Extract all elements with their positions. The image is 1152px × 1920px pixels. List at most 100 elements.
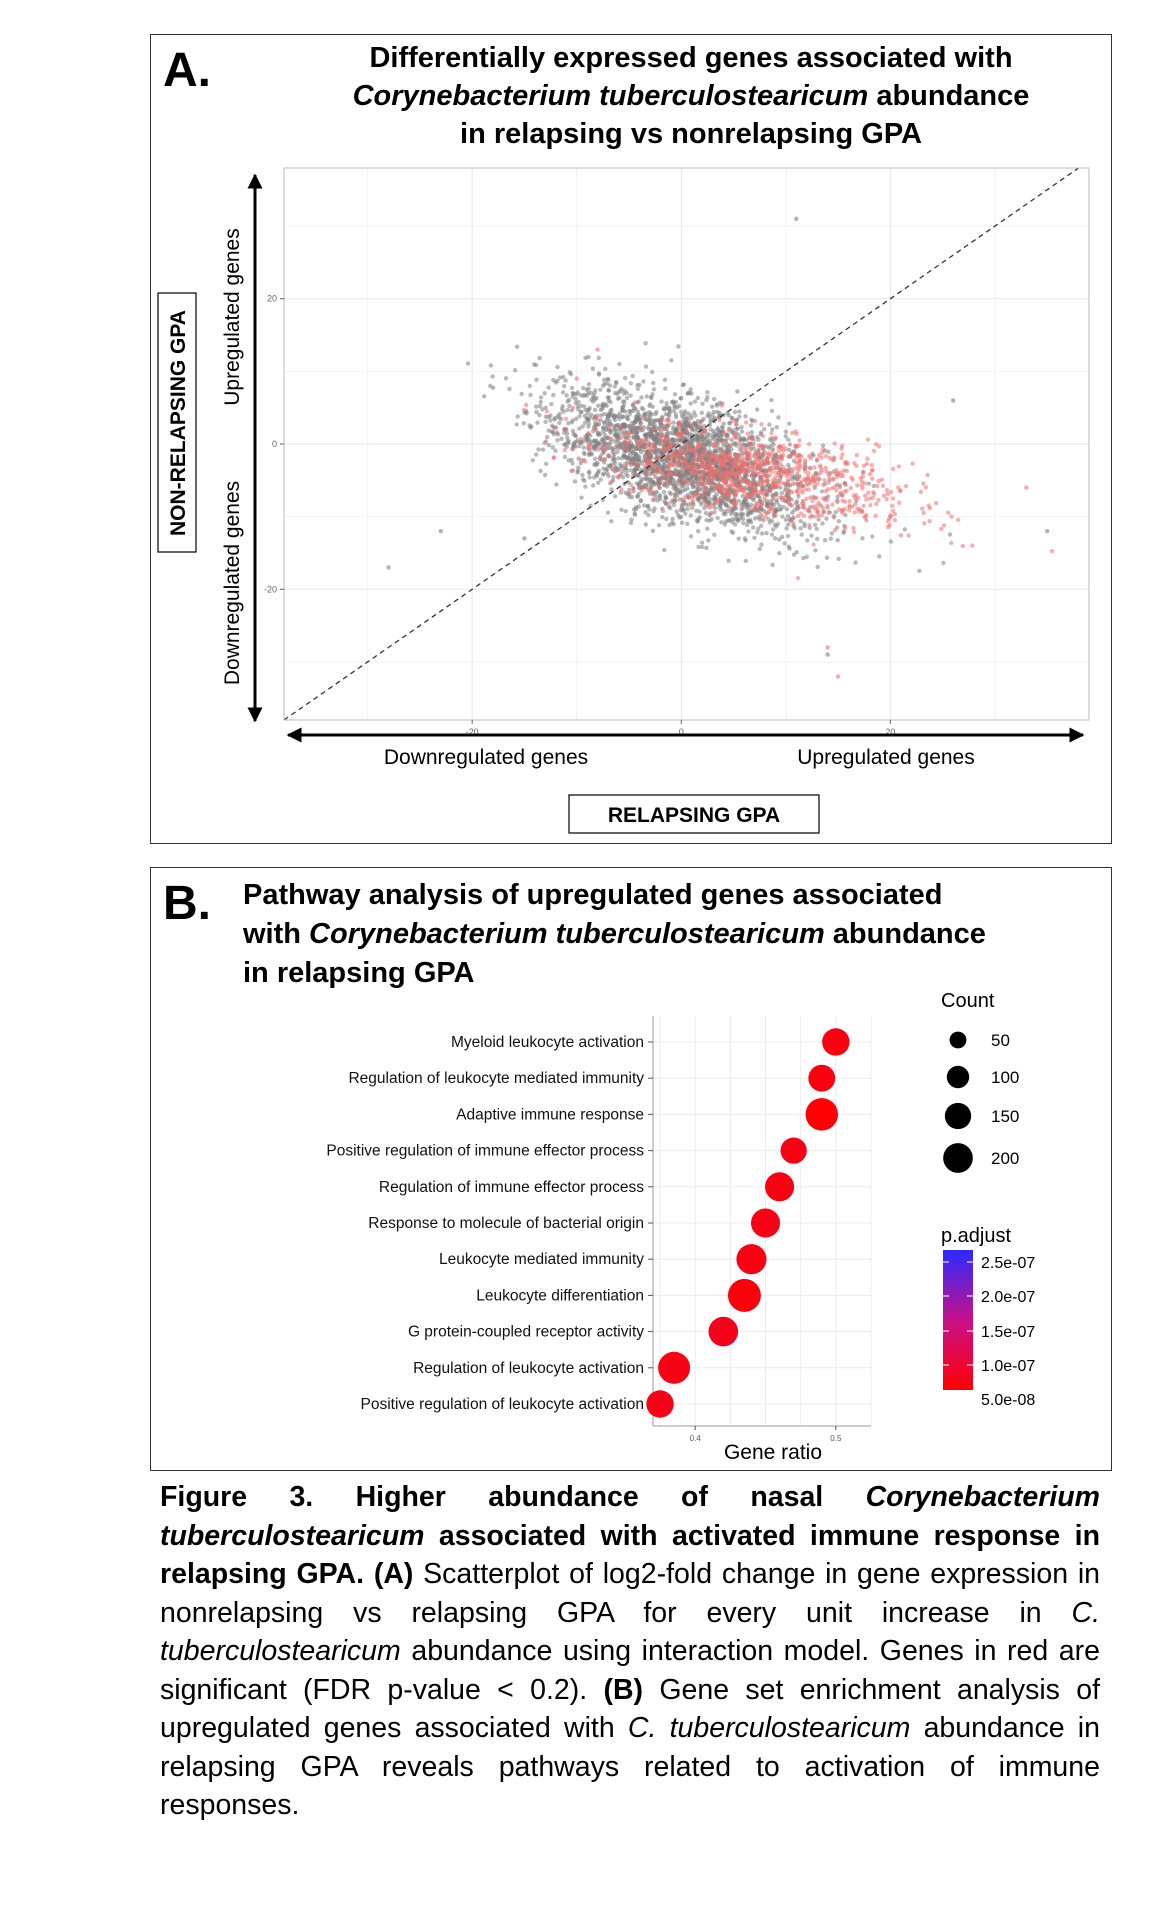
scatter-point xyxy=(572,479,578,484)
scatter-point xyxy=(869,463,875,468)
scatter-point xyxy=(708,427,713,432)
scatter-point xyxy=(665,463,670,468)
scatter-point xyxy=(735,389,740,394)
scatter-point xyxy=(746,519,752,524)
dot-x-ticks: 0.4 0.5 xyxy=(690,1426,842,1443)
scatter-point xyxy=(795,513,801,519)
scatter-point xyxy=(728,506,733,511)
dot-category-label: Positive regulation of immune effector p… xyxy=(326,1143,644,1160)
scatter-point xyxy=(781,504,786,510)
scatter-point xyxy=(543,405,548,410)
scatter-point xyxy=(771,514,777,519)
scatter-point xyxy=(624,471,629,476)
scatter-point xyxy=(836,519,842,524)
scatter-point xyxy=(798,463,803,468)
scatter-point xyxy=(860,536,865,541)
scatter-point xyxy=(564,393,569,398)
scatter-point xyxy=(662,407,667,412)
scatter-point xyxy=(604,466,609,472)
scatter-point xyxy=(759,503,764,508)
scatter-point xyxy=(594,395,599,401)
scatter-point xyxy=(821,509,827,515)
scatter-point xyxy=(538,399,543,405)
scatter-point xyxy=(562,447,567,453)
panel-a-title: Differentially expressed genes associate… xyxy=(301,39,1081,153)
scatter-point xyxy=(843,482,848,488)
scatter-point xyxy=(573,396,578,402)
scatter-point xyxy=(736,536,741,541)
scatter-point xyxy=(600,472,606,477)
scatter-point xyxy=(632,400,637,405)
scatter-point xyxy=(848,485,853,491)
scatter-point xyxy=(631,507,637,512)
scatter-point xyxy=(851,529,857,535)
scatter-point xyxy=(663,439,668,444)
scatter-point xyxy=(712,396,717,402)
scatter-point xyxy=(627,423,632,428)
scatter-point xyxy=(639,488,644,493)
scatter-point xyxy=(596,480,601,485)
scatter-point xyxy=(633,457,638,462)
scatter-point xyxy=(627,487,632,492)
scatter-point xyxy=(705,413,710,418)
scatter-point xyxy=(667,406,672,411)
scatter-point xyxy=(797,438,802,443)
scatter-point xyxy=(823,465,828,471)
scatter-point xyxy=(726,428,731,433)
scatter-point xyxy=(628,449,634,454)
scatter-point xyxy=(870,534,875,539)
scatter-point xyxy=(719,520,724,525)
scatter-point xyxy=(685,391,691,396)
scatter-point xyxy=(660,515,665,520)
scatter-point xyxy=(543,419,548,424)
scatter-point xyxy=(652,422,657,427)
scatter-point xyxy=(744,487,749,492)
scatter-point xyxy=(706,503,711,509)
scatter-point xyxy=(759,542,764,547)
scatter-point xyxy=(682,494,687,500)
scatter-point xyxy=(555,438,560,443)
scatter-point xyxy=(793,443,798,448)
scatter-point xyxy=(804,554,809,560)
scatter-point xyxy=(863,481,868,486)
scatter-point xyxy=(671,420,676,425)
scatter-point xyxy=(847,508,852,513)
scatter-point xyxy=(623,465,628,470)
scatter-point xyxy=(793,429,798,434)
scatter-point xyxy=(755,452,761,457)
scatter-point xyxy=(615,445,620,451)
caption-heading-species: Corynebacterium tuberculostearicum xyxy=(160,1481,1100,1552)
scatter-point xyxy=(816,500,821,505)
scatter-point xyxy=(743,558,748,564)
scatter-point xyxy=(744,522,750,528)
scatter-point xyxy=(664,418,669,423)
scatter-point xyxy=(783,517,788,522)
scatter-point xyxy=(703,459,709,464)
scatter-point xyxy=(773,475,778,480)
scatter-point xyxy=(632,511,637,516)
scatter-point xyxy=(843,525,848,530)
scatter-point xyxy=(660,508,666,514)
scatter-point xyxy=(679,413,685,418)
scatter-point xyxy=(681,483,686,489)
scatter-point xyxy=(670,462,676,468)
scatter-point xyxy=(546,414,551,420)
scatter-point xyxy=(582,478,587,483)
padj-colorbar xyxy=(943,1250,973,1390)
panel-a: A. Differentially expressed genes associ… xyxy=(150,34,1112,844)
scatter-point xyxy=(792,481,797,486)
scatter-point xyxy=(750,480,756,486)
scatter-point xyxy=(803,458,808,463)
dot-x-tick-label: 0.5 xyxy=(830,1434,842,1443)
scatter-point xyxy=(528,425,533,430)
scatter-point xyxy=(789,468,794,474)
x-group-label: RELAPSING GPA xyxy=(608,804,780,827)
scatter-point xyxy=(576,443,582,449)
scatter-point xyxy=(561,409,566,414)
scatter-point xyxy=(652,506,657,511)
scatter-point xyxy=(741,520,746,526)
scatter-point xyxy=(602,432,607,437)
scatter-point xyxy=(643,510,648,515)
scatter-point xyxy=(685,415,690,420)
scatter-point xyxy=(801,501,806,506)
